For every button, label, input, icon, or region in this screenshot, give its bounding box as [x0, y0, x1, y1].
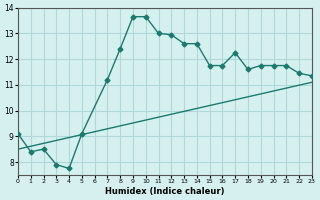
X-axis label: Humidex (Indice chaleur): Humidex (Indice chaleur) [105, 187, 225, 196]
